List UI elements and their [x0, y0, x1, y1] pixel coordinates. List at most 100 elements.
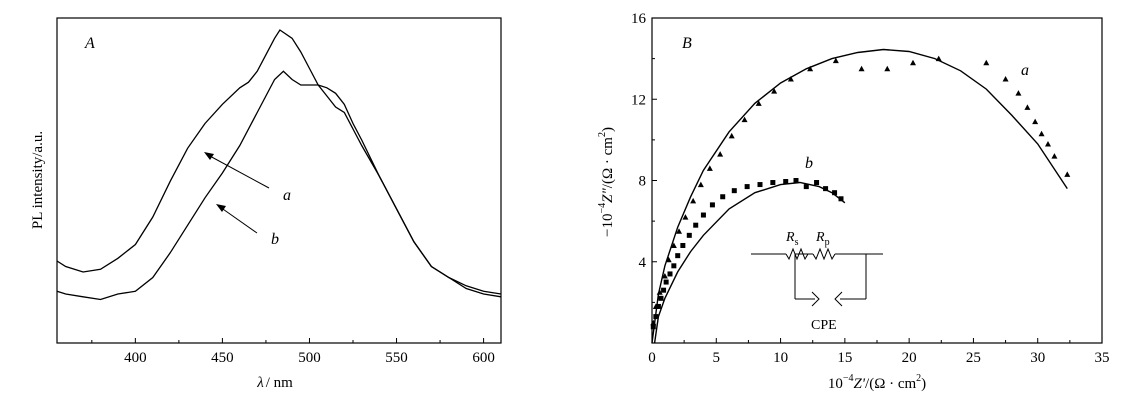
panel-b-fit-a-line [651, 48, 1068, 344]
panel-b-label: B [682, 35, 692, 52]
panel-a-curve-label-b: b [271, 231, 279, 248]
panel-b-data-points [650, 55, 1071, 330]
panel-b-series-a-point [771, 88, 778, 94]
panel-b-y-tick-label: 4 [639, 255, 647, 271]
circuit-label-cpe: CPE [811, 318, 837, 333]
panel-b-series-a-point [706, 165, 713, 171]
panel-b-series-a-point [1064, 171, 1071, 177]
panel-b-series-a-point [656, 289, 663, 295]
panel-b-series-a-point [717, 151, 724, 157]
panel-b-series-a-point [682, 214, 689, 220]
panel-b-series-b-point [793, 178, 799, 183]
panel-b-series-a-point [1045, 140, 1051, 147]
panel-b-curve-label-b: b [805, 155, 813, 172]
panel-b-series-a-point [728, 132, 735, 139]
panel-b-series-a-point [935, 55, 942, 62]
panel-b-series-b-point [770, 180, 776, 186]
panel-b-x-tick-label: 20 [902, 350, 917, 366]
panel-b-series-a-point [661, 272, 668, 279]
panel-b-series-b-point [700, 212, 706, 218]
panel-b-series-a-point [665, 256, 672, 263]
panel-b-series-b-point [814, 180, 820, 186]
panel-b-series-a-point [1051, 153, 1058, 159]
panel-b-curve-label-a: a [1021, 62, 1029, 79]
panel-b-series-a-point [1038, 130, 1045, 137]
panel-a-arrow-a [204, 152, 270, 189]
panel-b-plot-frame [651, 17, 1103, 344]
panel-a-x-axis-label: λ / nm [256, 375, 293, 391]
panel-a-x-ticks: 400 450 500 550 600 [91, 338, 495, 366]
panel-b-series-b-point [803, 184, 809, 190]
panel-a-x-tick-label: 600 [472, 350, 495, 366]
panel-b-series-b-point [653, 314, 659, 320]
panel-b-series-b-point [757, 182, 763, 188]
panel-a-x-tick-label: 500 [298, 350, 321, 366]
circuit-label-rp: Rp [815, 230, 830, 248]
panel-b-x-ticks: 0 5 10 15 20 25 30 35 [648, 338, 1110, 366]
panel-a-arrow-b [216, 204, 258, 234]
panel-a-chart: 400 450 500 550 600 A a b PL intensity/a.u. … [30, 17, 502, 391]
circuit-label-rs: Rs [785, 230, 799, 248]
resistor-rs-symbol [785, 247, 809, 261]
panel-b-series-a-point [741, 116, 748, 123]
panel-a-label: A [84, 35, 95, 52]
panel-b-fit-curves [651, 48, 1068, 344]
panel-b-series-a-point [755, 100, 762, 106]
panel-b-series-a-point [1024, 104, 1031, 110]
panel-b-x-tick-label: 25 [966, 350, 981, 366]
panel-b-x-tick-label: 0 [648, 350, 656, 366]
panel-b-series-a-point [670, 242, 677, 248]
panel-a-series-b-line [56, 70, 502, 301]
panel-b-x-tick-label: 35 [1095, 350, 1110, 366]
panel-b-series-a-point [787, 75, 794, 82]
panel-a-plot-frame [56, 17, 502, 344]
panel-b-series-b-point [663, 279, 669, 285]
panel-b-series-a-point [807, 65, 814, 72]
panel-b-series-a-point [858, 65, 865, 72]
panel-b-series-b-point [671, 263, 677, 269]
panel-b-series-b-point [667, 271, 673, 277]
panel-a-series-a-line [56, 29, 502, 295]
panel-b-series-b-point [709, 202, 715, 208]
cpe-symbol [811, 291, 820, 307]
panel-b-series-b-point [823, 186, 829, 192]
panel-b-x-axis-label: 10−4Z'/(Ω · cm2) [828, 373, 926, 392]
panel-b-x-tick-label: 5 [713, 350, 721, 366]
panel-b-fit-b-line [653, 181, 846, 344]
panel-a-y-axis-label: PL intensity/a.u. [30, 131, 46, 229]
panel-b-series-b-point [675, 253, 681, 259]
panel-b-series-b-point [650, 324, 656, 330]
equivalent-circuit-inset [751, 247, 883, 307]
panel-b-series-a-point [983, 59, 990, 66]
panel-a-x-tick-label: 550 [385, 350, 408, 366]
panel-b-series-b-point [783, 179, 789, 185]
panel-b-series-b-point [658, 295, 664, 301]
panel-b-x-tick-label: 15 [837, 350, 852, 366]
panel-b-y-axis-label: −10−4Z"/(Ω · cm2) [597, 127, 616, 237]
panel-b-x-tick-label: 10 [773, 350, 788, 366]
panel-a-x-tick-label: 450 [211, 350, 234, 366]
panel-b-series-a-point [910, 59, 916, 66]
panel-b-series-a-point [1032, 118, 1039, 125]
panel-b-series-b-point [838, 196, 844, 202]
panel-b-series-b-point [693, 222, 699, 228]
panel-a-x-tick-label: 400 [124, 350, 147, 366]
panel-b-x-tick-label: 30 [1030, 350, 1045, 366]
panel-b-series-b-point [686, 232, 692, 238]
panel-b-series-a-point [690, 197, 697, 204]
panel-b-series-b-point [731, 188, 737, 194]
panel-b-series-b-point [661, 287, 667, 293]
panel-a-curves [56, 29, 502, 301]
panel-b-series-b-point [744, 184, 750, 190]
panel-b-series-a-point [676, 228, 682, 234]
panel-b-y-tick-label: 12 [631, 92, 646, 108]
panel-a-curve-label-a: a [283, 187, 291, 204]
panel-b-series-a-point [1002, 75, 1009, 82]
panel-b-y-tick-label: 16 [631, 11, 647, 27]
panel-b-series-a-point [1015, 90, 1022, 96]
panel-b-series-b-point [832, 190, 838, 196]
panel-b-series-b-point [655, 303, 661, 309]
panel-b-series-a-point [832, 57, 839, 64]
panel-b-y-tick-label: 8 [639, 174, 647, 190]
